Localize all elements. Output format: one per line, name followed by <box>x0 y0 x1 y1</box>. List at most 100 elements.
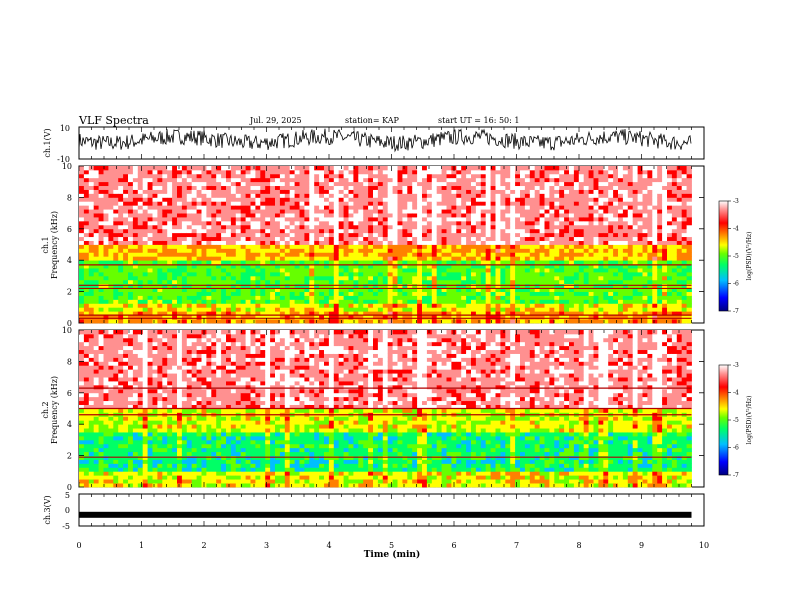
ch1-spectrogram-cell <box>397 311 403 316</box>
ch1-spectrogram-cell <box>554 185 560 190</box>
ch1-spectrogram-cell <box>103 307 109 312</box>
ch1-spectrogram-cell <box>181 319 188 324</box>
ch1-spectrogram-cell <box>642 185 648 190</box>
ch1-spectrogram-cell <box>544 181 550 187</box>
ch1-spectrogram-cell <box>216 307 222 312</box>
ch1-spectrogram-cell <box>480 224 487 230</box>
ch1-spectrogram-cell <box>245 181 251 187</box>
ch1-spectrogram-cell <box>456 217 462 222</box>
ch1-spectrogram-cell <box>108 287 114 293</box>
ch1-spectrogram-cell <box>88 240 95 245</box>
ch1-spectrogram-cell <box>265 185 271 190</box>
ch1-spectrogram-cell <box>324 311 330 316</box>
ch1-spectrogram-cell <box>88 299 95 304</box>
ch1-spectrogram-cell <box>294 217 300 222</box>
ch1-spectrogram-cell <box>186 268 193 273</box>
ch1-spectrogram-cell <box>520 189 526 194</box>
ch1-spectrogram-cell <box>142 193 148 198</box>
ch1-spectrogram-cell <box>397 185 403 190</box>
ch1-spectrogram-cell <box>152 228 158 234</box>
ch1-spectrogram-cell <box>622 201 629 206</box>
ch1-spectrogram-cell <box>407 209 413 214</box>
ch1-spectrogram-cell <box>441 279 447 285</box>
ch1-spectrogram-cell <box>397 315 403 320</box>
ch1-spectrogram-cell <box>676 166 683 171</box>
ch1-spectrogram-cell <box>172 169 178 175</box>
ch1-spectrogram-cell <box>79 236 85 241</box>
ch1-spectrogram-cell <box>608 264 614 269</box>
ch1-spectrogram-cell <box>583 287 589 293</box>
ch1-spectrogram-cell <box>279 213 286 218</box>
ch1-spectrogram-cell <box>147 181 153 187</box>
ch1-spectrogram-cell <box>309 299 315 304</box>
ch1-spectrogram-cell <box>613 224 619 230</box>
ch1-spectrogram-cell <box>407 271 413 277</box>
ch1-spectrogram-cell <box>147 197 153 202</box>
ch1-spectrogram-cell <box>426 169 433 175</box>
ch1-spectrogram-cell <box>686 295 692 300</box>
ch1-spectrogram-cell <box>142 205 148 210</box>
ch1-spectrogram-cell <box>603 303 609 308</box>
ch1-spectrogram-cell <box>304 224 310 230</box>
ch1-spectrogram-cell <box>250 181 256 187</box>
ch1-spectrogram-cell <box>490 173 496 179</box>
ch1-spectrogram-cell <box>368 319 374 324</box>
ch1-spectrogram-cell <box>343 264 349 269</box>
ch1-spectrogram-cell <box>539 291 545 296</box>
ch1-spectrogram-cell <box>613 209 619 214</box>
ch1-spectrogram-cell <box>284 279 291 285</box>
ch1-spectrogram-cell <box>676 295 683 300</box>
ch1-spectrogram-cell <box>608 248 614 253</box>
ch1-spectrogram-cell <box>83 307 90 312</box>
ch1-spectrogram-cell <box>485 173 491 179</box>
ch1-spectrogram-cell <box>93 244 99 249</box>
ch1-spectrogram-cell <box>172 236 178 241</box>
ch1-spectrogram-cell <box>446 271 452 277</box>
ch1-spectrogram-cell <box>520 244 526 249</box>
ch1-spectrogram-cell <box>485 248 491 253</box>
ch1-spectrogram-cell <box>216 295 222 300</box>
ch1-spectrogram-cell <box>294 315 300 320</box>
ch1-spectrogram-cell <box>578 220 585 226</box>
ch1-spectrogram-cell <box>196 311 202 316</box>
ch1-spectrogram-cell <box>147 279 153 285</box>
ch1-spectrogram-cell <box>294 279 300 285</box>
ch1-spectrogram-cell <box>461 213 467 218</box>
ch1-spectrogram-cell <box>490 291 496 296</box>
ch1-spectrogram-cell <box>284 220 291 226</box>
ch1-spectrogram-cell <box>652 291 658 296</box>
ch1-spectrogram-cell <box>324 228 330 234</box>
ch1-spectrogram-cell <box>422 287 428 293</box>
ch1-spectrogram-cell <box>255 205 261 210</box>
ch1-spectrogram-cell <box>515 189 521 194</box>
ch1-spectrogram-cell <box>681 287 687 293</box>
ch1-spectrogram-cell <box>510 201 516 206</box>
ch1-spectrogram-cell <box>260 217 266 222</box>
ch1-spectrogram-cell <box>333 311 340 316</box>
ch1-spectrogram-cell <box>206 209 212 214</box>
ch1-spectrogram-cell <box>529 287 536 293</box>
ch1-spectrogram-cell <box>270 311 276 316</box>
ch1-spectrogram-cell <box>632 185 638 190</box>
ch1-spectrogram-cell <box>324 224 330 230</box>
ch1-spectrogram-cell <box>642 244 648 249</box>
ch1-spectrogram-cell <box>539 303 545 308</box>
ch1-spectrogram-cell <box>377 166 384 171</box>
ch1-spectrogram-cell <box>279 169 286 175</box>
ch1-spectrogram-cell <box>392 303 398 308</box>
ch1-spectrogram-cell <box>167 236 173 241</box>
ch1-spectrogram-cell <box>598 166 604 171</box>
ch1-spectrogram-cell <box>426 232 433 238</box>
ch1-spectrogram-cell <box>588 217 594 222</box>
ch1-spectrogram-cell <box>441 181 447 187</box>
ch1-spectrogram-cell <box>172 181 178 187</box>
ch1-spectrogram-cell <box>564 213 570 218</box>
ch1-spectrogram-cell <box>569 220 575 226</box>
ch1-spectrogram-cell <box>647 181 653 187</box>
ch1-spectrogram-cell <box>622 264 629 269</box>
ch1-spectrogram-cell <box>534 268 540 273</box>
ch1-spectrogram-cell <box>260 169 266 175</box>
ch1-spectrogram-cell <box>480 264 487 269</box>
ch1-spectrogram-cell <box>98 232 104 238</box>
ch1-spectrogram-cell <box>441 166 447 171</box>
